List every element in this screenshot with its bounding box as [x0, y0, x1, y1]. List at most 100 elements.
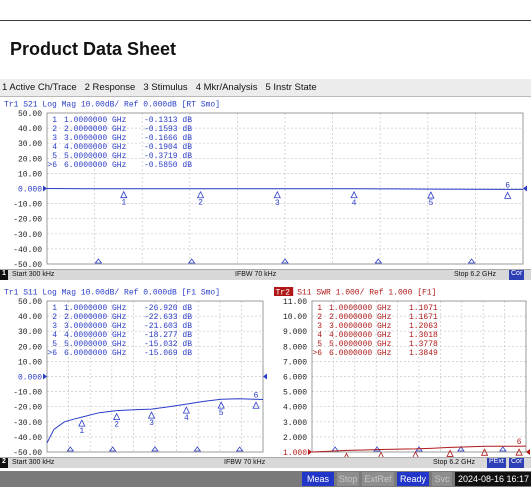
y-tick-label: -50.00 — [13, 449, 42, 457]
reference-arrow-left — [43, 185, 47, 192]
marker-table-frequency: 6.0000000 GHz — [64, 161, 127, 170]
marker-table-id: 4 — [52, 331, 57, 340]
marker-table-id: >6 — [47, 349, 57, 358]
channel2-number: 2 — [0, 458, 8, 468]
marker-triangle — [196, 190, 205, 199]
marker-label: 2 — [114, 421, 119, 430]
y-tick-label: -30.00 — [13, 231, 42, 240]
channel1-stop: Stop 6.2 GHz — [454, 271, 497, 278]
y-tick-label: 0.000 — [18, 374, 42, 383]
status-meas: Meas — [302, 472, 334, 486]
marker-triangle — [217, 401, 225, 409]
channel1-cor-badge: Cor — [509, 270, 525, 280]
status-svc: Svc — [432, 472, 452, 486]
channel1-number: 1 — [0, 270, 8, 280]
menu-item-instr-state[interactable]: 5 Instr State — [265, 82, 317, 93]
marker-table-value: -18.277 dB — [144, 331, 192, 340]
trace-line — [311, 445, 527, 453]
y-tick-label: -10.00 — [13, 201, 42, 210]
marker-table-id: 4 — [317, 331, 322, 340]
marker-triangle — [503, 191, 512, 199]
y-tick-label: 0.000 — [18, 186, 42, 195]
marker-triangle — [120, 190, 128, 199]
marker-table-value: -26.920 dB — [144, 304, 192, 313]
y-tick-label: 20.00 — [18, 343, 42, 352]
marker-label: 5 — [482, 456, 487, 457]
marker-table-frequency: 5.0000000 GHz — [64, 340, 127, 349]
marker-label: 4 — [352, 199, 357, 208]
y-tick-label: -20.00 — [13, 404, 42, 413]
stimulus-marker-triangle — [374, 258, 383, 264]
reference-arrow-left — [43, 373, 47, 380]
y-tick-label: 30.00 — [18, 140, 42, 149]
channel2-cor-badge: Cor — [509, 458, 525, 468]
stimulus-marker-triangle — [66, 446, 75, 452]
marker-table-frequency: 1.0000000 GHz — [64, 304, 127, 313]
y-tick-label: 10.00 — [18, 358, 42, 367]
marker-table-value: -15.032 dB — [144, 340, 192, 349]
menu-item-response[interactable]: 2 Response — [84, 82, 136, 93]
marker-triangle — [350, 190, 358, 199]
trace-indicator-badge — [274, 287, 294, 296]
marker-table-value: 1.1071 — [409, 304, 438, 313]
stimulus-marker-triangle — [281, 258, 289, 264]
marker-triangle — [273, 190, 281, 199]
marker-table-frequency: 4.0000000 GHz — [64, 331, 127, 340]
stimulus-marker-triangle — [193, 446, 202, 452]
marker-table-value: -0.5850 dB — [144, 161, 192, 170]
page-title: Product Data Sheet — [10, 39, 177, 59]
marker-triangle — [344, 452, 349, 457]
marker-table-id: 3 — [52, 322, 57, 331]
y-tick-label: 3.000 — [283, 419, 307, 428]
marker-table-value: -21.603 dB — [144, 322, 192, 331]
marker-table-value: 1.3849 — [409, 349, 438, 358]
marker-label: 1 — [79, 427, 84, 436]
s21-log-mag-chart: Tr1 S21 Log Mag 10.00dB/ Ref 0.000dB [RT… — [0, 97, 531, 269]
y-tick-label: 5.000 — [283, 389, 307, 398]
marker-triangle — [378, 451, 384, 457]
marker-table-frequency: 2.0000000 GHz — [64, 313, 127, 322]
channel2-ifbw: IFBW 70 kHz — [224, 459, 266, 466]
marker-table-frequency: 6.0000000 GHz — [329, 349, 392, 358]
y-tick-label: -20.00 — [13, 216, 42, 225]
status-stop: Stop — [337, 472, 359, 486]
y-tick-label: 1.000 — [283, 449, 307, 457]
trace-line — [46, 398, 264, 444]
marker-label: 2 — [198, 199, 203, 208]
channel2-stop: Stop 6.2 GHz — [433, 459, 476, 466]
vna-screen: 1 Active Ch/Trace 2 Response 3 Stimulus … — [0, 79, 531, 499]
marker-table-value: -22.633 dB — [144, 313, 192, 322]
marker-table-id: 1 — [52, 304, 57, 313]
marker-triangle — [182, 406, 190, 414]
plot-frame — [311, 300, 527, 453]
marker-triangle — [412, 450, 419, 457]
marker-label: 4 — [184, 414, 189, 423]
menu-item-active-ch-trace[interactable]: 1 Active Ch/Trace — [2, 82, 77, 93]
y-tick-label: -40.00 — [13, 246, 42, 255]
marker-label: 6 — [505, 181, 510, 190]
y-tick-label: 4.000 — [283, 404, 307, 413]
marker-label: 5 — [219, 409, 224, 418]
marker-label: 6 — [254, 391, 259, 400]
channel2-start: Start 300 kHz — [12, 459, 55, 466]
y-tick-label: 2.000 — [283, 434, 307, 443]
marker-table-value: -0.1666 dB — [144, 134, 192, 143]
stimulus-marker-triangle — [151, 446, 159, 452]
marker-label: 5 — [428, 199, 433, 208]
marker-table-id: 5 — [52, 152, 57, 161]
channel1-start: Start 300 kHz — [12, 271, 55, 278]
marker-table-id: 2 — [317, 313, 322, 322]
menu-item-stimulus[interactable]: 3 Stimulus — [143, 82, 188, 93]
y-tick-label: 30.00 — [18, 328, 42, 337]
marker-table-frequency: 3.0000000 GHz — [329, 322, 392, 331]
menu-item-mkr-analysis[interactable]: 4 Mkr/Analysis — [195, 82, 258, 93]
trace-line — [46, 188, 523, 190]
marker-table-id: 3 — [52, 134, 57, 143]
marker-triangle — [113, 412, 121, 421]
marker-table-frequency: 4.0000000 GHz — [64, 143, 127, 152]
marker-triangle — [427, 191, 435, 199]
marker-table-value: -15.069 dB — [144, 349, 192, 358]
marker-table-id: >6 — [47, 161, 57, 170]
status-extref: ExtRef — [362, 472, 394, 486]
stimulus-marker-triangle — [499, 446, 507, 452]
